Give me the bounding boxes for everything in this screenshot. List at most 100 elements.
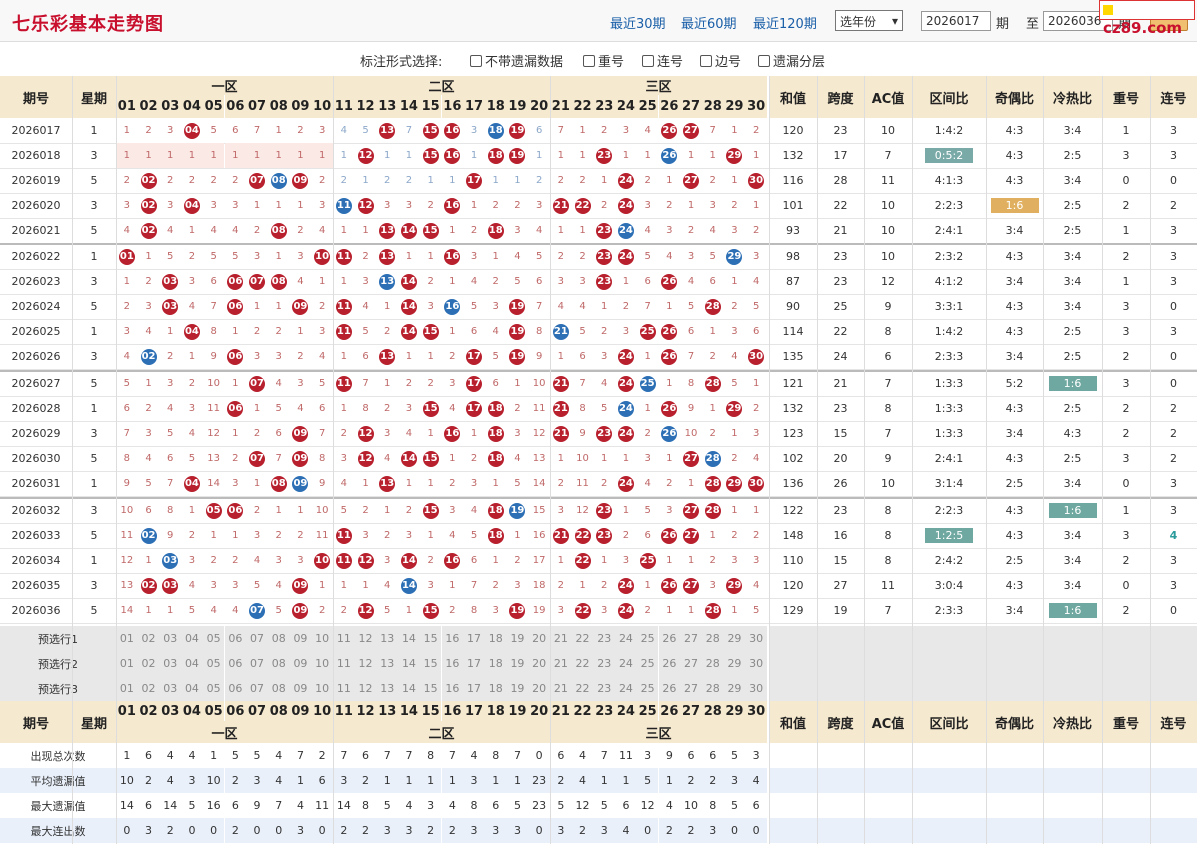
checkbox-icon[interactable] xyxy=(758,55,770,67)
preselect-ball[interactable]: 04 xyxy=(181,626,203,651)
preselect-ball[interactable]: 19 xyxy=(506,676,529,701)
recent-30-link[interactable]: 最近30期 xyxy=(610,17,666,32)
option-consecutive[interactable]: 连号 xyxy=(642,51,683,70)
preselect-ball[interactable]: 21 xyxy=(550,626,572,651)
preselect-ball[interactable]: 08 xyxy=(267,651,290,676)
preselect-ball[interactable]: 30 xyxy=(745,651,767,676)
preselect-ball[interactable]: 02 xyxy=(137,651,160,676)
preselect-ball[interactable]: 22 xyxy=(571,626,594,651)
preselect-ball[interactable]: 15 xyxy=(419,651,442,676)
preselect-ball[interactable]: 13 xyxy=(376,676,399,701)
preselect-ball[interactable]: 25 xyxy=(636,651,659,676)
preselect-ball[interactable]: 27 xyxy=(680,626,702,651)
preselect-ball[interactable]: 23 xyxy=(593,626,616,651)
preselect-ball[interactable]: 30 xyxy=(745,626,767,651)
preselect-ball[interactable]: 18 xyxy=(484,676,507,701)
preselect-ball[interactable]: 22 xyxy=(571,651,594,676)
preselect-ball[interactable]: 29 xyxy=(723,676,746,701)
preselect-ball[interactable]: 08 xyxy=(267,626,290,651)
preselect-ball[interactable]: 10 xyxy=(311,676,333,701)
preselect-ball[interactable]: 11 xyxy=(333,651,355,676)
preselect-ball[interactable]: 06 xyxy=(224,676,247,701)
preselect-ball[interactable]: 26 xyxy=(658,651,681,676)
preselect-ball[interactable]: 24 xyxy=(615,651,637,676)
preselect-ball[interactable]: 19 xyxy=(506,626,529,651)
preselect-ball[interactable]: 11 xyxy=(333,676,355,701)
issue-from-input[interactable]: 2026017 xyxy=(921,11,991,31)
preselect-ball[interactable]: 09 xyxy=(289,626,312,651)
option-no-missing[interactable]: 不带遗漏数据 xyxy=(470,51,563,70)
preselect-ball[interactable]: 20 xyxy=(528,676,550,701)
checkbox-icon[interactable] xyxy=(642,55,654,67)
preselect-ball[interactable]: 03 xyxy=(159,651,182,676)
preselect-ball[interactable]: 30 xyxy=(745,676,767,701)
option-missing-layer[interactable]: 遗漏分层 xyxy=(758,51,825,70)
preselect-ball[interactable]: 12 xyxy=(354,676,377,701)
preselect-ball[interactable]: 24 xyxy=(615,676,637,701)
preselect-ball[interactable]: 05 xyxy=(202,626,225,651)
option-repeat[interactable]: 重号 xyxy=(583,51,624,70)
preselect-ball[interactable]: 02 xyxy=(137,676,160,701)
preselect-ball[interactable]: 01 xyxy=(116,626,138,651)
preselect-ball[interactable]: 25 xyxy=(636,676,659,701)
preselect-ball[interactable]: 02 xyxy=(137,626,160,651)
preselect-ball[interactable]: 17 xyxy=(463,626,485,651)
preselect-ball[interactable]: 26 xyxy=(658,676,681,701)
preselect-ball[interactable]: 16 xyxy=(441,651,464,676)
preselect-ball[interactable]: 26 xyxy=(658,626,681,651)
preselect-ball[interactable]: 16 xyxy=(441,676,464,701)
preselect-ball[interactable]: 27 xyxy=(680,651,702,676)
preselect-ball[interactable]: 15 xyxy=(419,626,442,651)
preselect-ball[interactable]: 03 xyxy=(159,626,182,651)
preselect-ball[interactable]: 24 xyxy=(615,626,637,651)
preselect-ball[interactable]: 28 xyxy=(701,651,724,676)
preselect-ball[interactable]: 19 xyxy=(506,651,529,676)
preselect-ball[interactable]: 23 xyxy=(593,651,616,676)
preselect-ball[interactable]: 06 xyxy=(224,651,247,676)
preselect-ball[interactable]: 06 xyxy=(224,626,247,651)
checkbox-icon[interactable] xyxy=(583,55,595,67)
preselect-ball[interactable]: 13 xyxy=(376,651,399,676)
preselect-ball[interactable]: 07 xyxy=(246,676,268,701)
issue-header-sort[interactable]: 期号 xyxy=(0,76,72,118)
preselect-ball[interactable]: 14 xyxy=(398,626,420,651)
preselect-ball[interactable]: 07 xyxy=(246,651,268,676)
preselect-ball[interactable]: 23 xyxy=(593,676,616,701)
preselect-ball[interactable]: 21 xyxy=(550,676,572,701)
preselect-ball[interactable]: 29 xyxy=(723,626,746,651)
option-edge[interactable]: 边号 xyxy=(700,51,741,70)
preselect-ball[interactable]: 05 xyxy=(202,651,225,676)
preselect-ball[interactable]: 07 xyxy=(246,626,268,651)
year-select[interactable]: 选年份 ▾ xyxy=(835,10,903,31)
preselect-ball[interactable]: 10 xyxy=(311,651,333,676)
issue-footer-sort[interactable]: 期号 xyxy=(0,701,72,743)
preselect-ball[interactable]: 29 xyxy=(723,651,746,676)
issue-to-input[interactable]: 2026036 xyxy=(1043,11,1113,31)
preselect-ball[interactable]: 10 xyxy=(311,626,333,651)
preselect-ball[interactable]: 25 xyxy=(636,626,659,651)
checkbox-icon[interactable] xyxy=(700,55,712,67)
preselect-ball[interactable]: 28 xyxy=(701,676,724,701)
preselect-ball[interactable]: 28 xyxy=(701,626,724,651)
preselect-ball[interactable]: 09 xyxy=(289,676,312,701)
preselect-ball[interactable]: 14 xyxy=(398,676,420,701)
preselect-ball[interactable]: 20 xyxy=(528,651,550,676)
preselect-ball[interactable]: 05 xyxy=(202,676,225,701)
preselect-ball[interactable]: 03 xyxy=(159,676,182,701)
preselect-ball[interactable]: 27 xyxy=(680,676,702,701)
preselect-ball[interactable]: 08 xyxy=(267,676,290,701)
preselect-ball[interactable]: 18 xyxy=(484,651,507,676)
checkbox-icon[interactable] xyxy=(470,55,482,67)
preselect-ball[interactable]: 11 xyxy=(333,626,355,651)
preselect-ball[interactable]: 16 xyxy=(441,626,464,651)
preselect-ball[interactable]: 22 xyxy=(571,676,594,701)
recent-120-link[interactable]: 最近120期 xyxy=(753,17,817,32)
preselect-ball[interactable]: 13 xyxy=(376,626,399,651)
recent-60-link[interactable]: 最近60期 xyxy=(681,17,737,32)
preselect-ball[interactable]: 18 xyxy=(484,626,507,651)
preselect-ball[interactable]: 14 xyxy=(398,651,420,676)
preselect-ball[interactable]: 12 xyxy=(354,651,377,676)
preselect-ball[interactable]: 15 xyxy=(419,676,442,701)
preselect-ball[interactable]: 01 xyxy=(116,651,138,676)
preselect-ball[interactable]: 20 xyxy=(528,626,550,651)
